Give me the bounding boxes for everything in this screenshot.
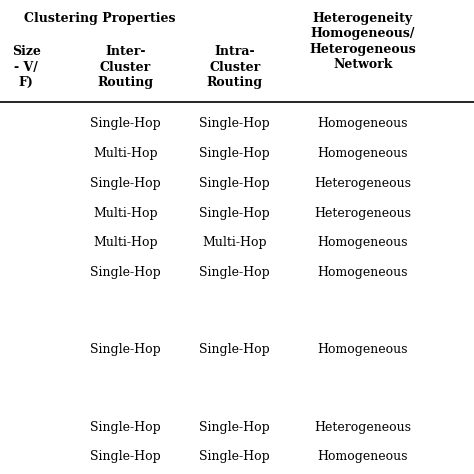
- Text: Single-Hop: Single-Hop: [199, 420, 270, 434]
- Text: Single-Hop: Single-Hop: [199, 450, 270, 463]
- Text: Homogeneous: Homogeneous: [318, 118, 408, 130]
- Text: Multi-Hop: Multi-Hop: [93, 236, 158, 249]
- Text: Intra-
Cluster
Routing: Intra- Cluster Routing: [207, 45, 263, 89]
- Text: Multi-Hop: Multi-Hop: [93, 147, 158, 160]
- Text: Single-Hop: Single-Hop: [90, 177, 161, 190]
- Text: Inter-
Cluster
Routing: Inter- Cluster Routing: [98, 45, 154, 89]
- Text: Heterogeneous: Heterogeneous: [314, 420, 411, 434]
- Text: Single-Hop: Single-Hop: [199, 177, 270, 190]
- Text: Size
- V/
F): Size - V/ F): [12, 45, 40, 89]
- Text: Single-Hop: Single-Hop: [199, 118, 270, 130]
- Text: Homogeneous: Homogeneous: [318, 450, 408, 463]
- Text: Homogeneous: Homogeneous: [318, 236, 408, 249]
- Text: Homogeneous: Homogeneous: [318, 343, 408, 356]
- Text: Clustering Properties: Clustering Properties: [24, 12, 175, 25]
- Text: Heterogeneous: Heterogeneous: [314, 207, 411, 219]
- Text: Multi-Hop: Multi-Hop: [202, 236, 267, 249]
- Text: Single-Hop: Single-Hop: [90, 420, 161, 434]
- Text: Single-Hop: Single-Hop: [199, 147, 270, 160]
- Text: Single-Hop: Single-Hop: [199, 343, 270, 356]
- Text: Heterogeneous: Heterogeneous: [314, 177, 411, 190]
- Text: Heterogeneity
Homogeneous/
Heterogeneous
Network: Heterogeneity Homogeneous/ Heterogeneous…: [309, 12, 416, 72]
- Text: Multi-Hop: Multi-Hop: [93, 207, 158, 219]
- Text: Single-Hop: Single-Hop: [90, 118, 161, 130]
- Text: Single-Hop: Single-Hop: [90, 266, 161, 279]
- Text: Homogeneous: Homogeneous: [318, 266, 408, 279]
- Text: Single-Hop: Single-Hop: [90, 450, 161, 463]
- Text: Single-Hop: Single-Hop: [90, 343, 161, 356]
- Text: Single-Hop: Single-Hop: [199, 207, 270, 219]
- Text: Homogeneous: Homogeneous: [318, 147, 408, 160]
- Text: Single-Hop: Single-Hop: [199, 266, 270, 279]
